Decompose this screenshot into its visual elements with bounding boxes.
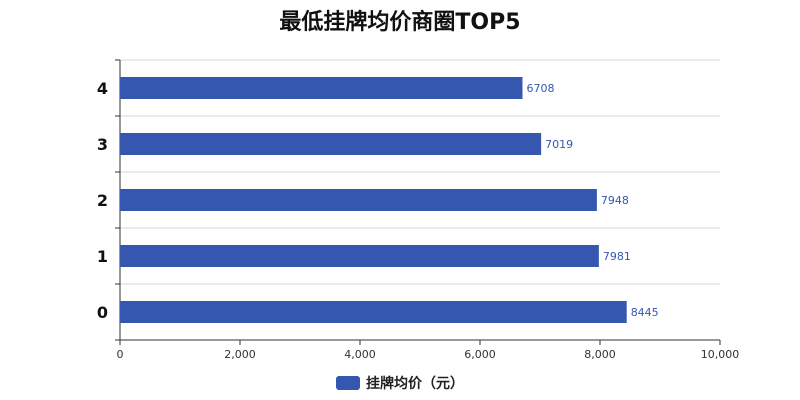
x-tick-label: 0 xyxy=(117,348,124,361)
bar xyxy=(120,133,542,155)
legend-label: 挂牌均价（元） xyxy=(366,376,464,392)
category-label: 0 xyxy=(97,303,108,322)
bar xyxy=(120,301,627,323)
x-tick-label: 6,000 xyxy=(464,348,496,361)
chart-title: 最低挂牌均价商圈TOP5 xyxy=(279,10,521,35)
bar xyxy=(120,77,523,99)
category-label: 4 xyxy=(97,79,108,98)
data-label: 7948 xyxy=(601,194,629,207)
data-label: 8445 xyxy=(631,306,659,319)
x-tick-label: 4,000 xyxy=(344,348,376,361)
bar xyxy=(120,245,599,267)
category-label: 1 xyxy=(97,247,108,266)
legend-swatch xyxy=(336,376,360,390)
x-tick-label: 2,000 xyxy=(224,348,256,361)
x-tick-label: 10,000 xyxy=(701,348,740,361)
data-label: 6708 xyxy=(526,82,554,95)
data-label: 7981 xyxy=(603,250,631,263)
category-label: 2 xyxy=(97,191,108,210)
legend[interactable]: 挂牌均价（元） xyxy=(0,373,800,393)
bar xyxy=(120,189,597,211)
data-label: 7019 xyxy=(545,138,573,151)
x-tick-label: 8,000 xyxy=(584,348,616,361)
category-label: 3 xyxy=(97,135,108,154)
